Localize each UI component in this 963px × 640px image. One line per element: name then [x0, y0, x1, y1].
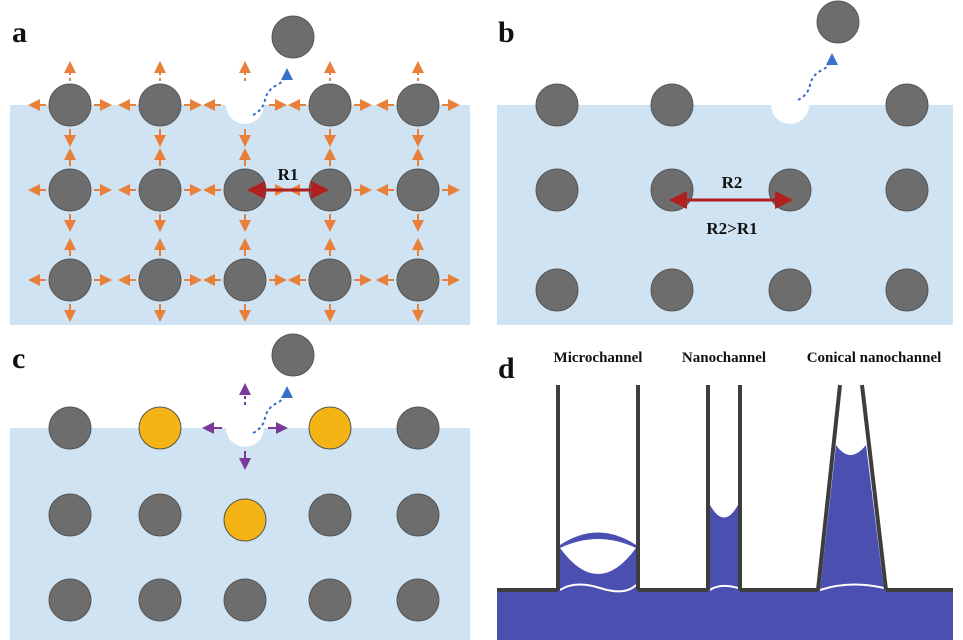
channel-label: Microchannel	[554, 350, 643, 366]
particle	[536, 169, 578, 211]
particle	[536, 84, 578, 126]
particle	[886, 269, 928, 311]
particle	[139, 84, 181, 126]
particle	[769, 169, 811, 211]
particle	[272, 16, 314, 58]
particle	[397, 84, 439, 126]
particle	[139, 579, 181, 621]
particle	[272, 334, 314, 376]
particle	[139, 169, 181, 211]
particle	[886, 84, 928, 126]
particle	[224, 499, 266, 541]
particle	[651, 84, 693, 126]
particle	[49, 259, 91, 301]
panel-label: d	[498, 352, 515, 385]
panel-label: b	[498, 16, 515, 49]
panel-label: c	[12, 342, 25, 375]
particle	[49, 494, 91, 536]
channel-label: Nanochannel	[682, 350, 766, 366]
particle	[886, 169, 928, 211]
particle	[397, 407, 439, 449]
particle	[49, 169, 91, 211]
particle	[651, 169, 693, 211]
particle	[397, 259, 439, 301]
particle	[139, 494, 181, 536]
figure: Microchannel Nanochannel Conical nanocha…	[0, 0, 963, 640]
particle	[397, 169, 439, 211]
comparison-label: R2>R1	[706, 219, 757, 238]
vacancy	[771, 86, 809, 124]
panel-label: a	[12, 16, 27, 49]
particle	[139, 407, 181, 449]
particle	[49, 579, 91, 621]
particle	[651, 269, 693, 311]
particle	[49, 407, 91, 449]
channel-label: Conical nanochannel	[807, 350, 942, 366]
reservoir	[497, 590, 953, 640]
particle	[49, 84, 91, 126]
distance-label: R1	[278, 165, 299, 184]
distance-label: R2	[722, 173, 743, 192]
particle	[769, 269, 811, 311]
vacancy	[226, 86, 264, 124]
particle	[309, 259, 351, 301]
particle	[817, 1, 859, 43]
particle	[139, 259, 181, 301]
nano-fluid	[710, 505, 738, 590]
particle	[224, 259, 266, 301]
particle	[309, 494, 351, 536]
vacancy	[226, 409, 264, 447]
particle	[309, 579, 351, 621]
particle	[536, 269, 578, 311]
particle	[309, 407, 351, 449]
particle	[397, 579, 439, 621]
particle	[224, 579, 266, 621]
particle	[309, 84, 351, 126]
particle	[397, 494, 439, 536]
